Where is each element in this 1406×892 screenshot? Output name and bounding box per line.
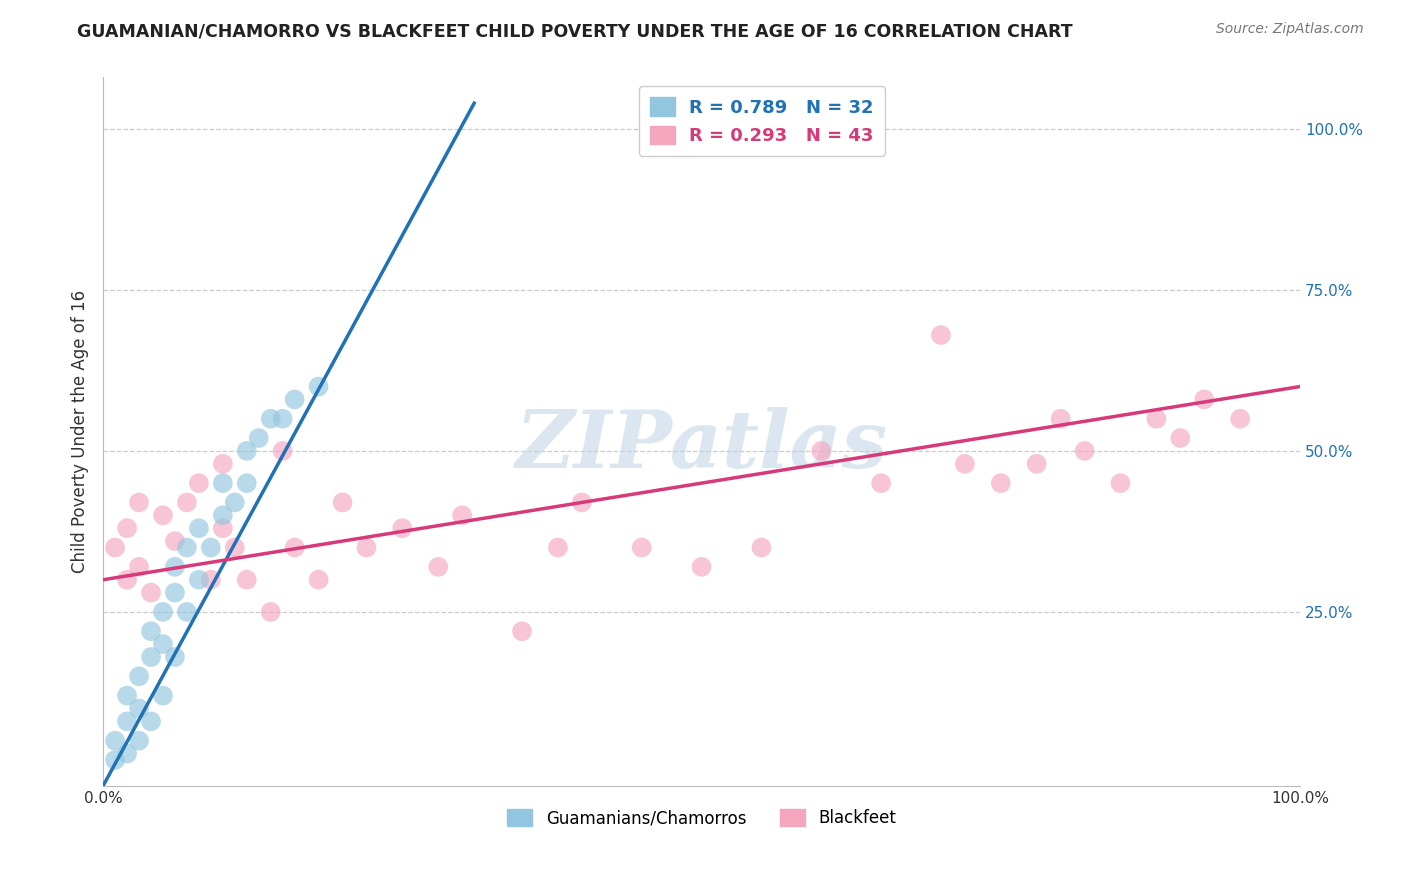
Legend: Guamanians/Chamorros, Blackfeet: Guamanians/Chamorros, Blackfeet	[501, 803, 903, 834]
Point	[152, 605, 174, 619]
Point	[139, 650, 162, 665]
Point	[115, 689, 138, 703]
Point	[332, 495, 354, 509]
Point	[630, 541, 652, 555]
Point	[751, 541, 773, 555]
Point	[211, 521, 233, 535]
Point	[152, 637, 174, 651]
Point	[929, 328, 952, 343]
Point	[953, 457, 976, 471]
Point	[152, 508, 174, 523]
Point	[139, 585, 162, 599]
Point	[810, 444, 832, 458]
Point	[547, 541, 569, 555]
Point	[163, 534, 186, 549]
Point	[284, 541, 307, 555]
Point	[356, 541, 378, 555]
Point	[236, 444, 259, 458]
Point	[200, 573, 222, 587]
Point	[187, 521, 209, 535]
Text: ZIPatlas: ZIPatlas	[516, 407, 887, 484]
Point	[308, 379, 330, 393]
Point	[115, 573, 138, 587]
Point	[163, 585, 186, 599]
Point	[139, 624, 162, 639]
Point	[271, 444, 294, 458]
Point	[1168, 431, 1191, 445]
Point	[451, 508, 474, 523]
Point	[236, 476, 259, 491]
Point	[176, 495, 198, 509]
Point	[104, 753, 127, 767]
Point	[427, 559, 450, 574]
Point	[128, 701, 150, 715]
Point	[1229, 411, 1251, 425]
Point	[152, 689, 174, 703]
Point	[990, 476, 1012, 491]
Point	[247, 431, 270, 445]
Y-axis label: Child Poverty Under the Age of 16: Child Poverty Under the Age of 16	[72, 290, 89, 574]
Point	[1109, 476, 1132, 491]
Point	[870, 476, 893, 491]
Text: GUAMANIAN/CHAMORRO VS BLACKFEET CHILD POVERTY UNDER THE AGE OF 16 CORRELATION CH: GUAMANIAN/CHAMORRO VS BLACKFEET CHILD PO…	[77, 22, 1073, 40]
Point	[1194, 392, 1216, 407]
Point	[224, 541, 246, 555]
Point	[163, 559, 186, 574]
Point	[200, 541, 222, 555]
Text: Source: ZipAtlas.com: Source: ZipAtlas.com	[1216, 22, 1364, 37]
Point	[115, 714, 138, 729]
Point	[1073, 444, 1095, 458]
Point	[211, 508, 233, 523]
Point	[1049, 411, 1071, 425]
Point	[211, 457, 233, 471]
Point	[260, 411, 283, 425]
Point	[510, 624, 533, 639]
Point	[1144, 411, 1167, 425]
Point	[128, 669, 150, 683]
Point	[139, 714, 162, 729]
Point	[187, 476, 209, 491]
Point	[128, 495, 150, 509]
Point	[128, 733, 150, 747]
Point	[176, 541, 198, 555]
Point	[308, 573, 330, 587]
Point	[260, 605, 283, 619]
Point	[176, 605, 198, 619]
Point	[104, 733, 127, 747]
Point	[391, 521, 413, 535]
Point	[187, 573, 209, 587]
Point	[1025, 457, 1047, 471]
Point	[690, 559, 713, 574]
Point	[271, 411, 294, 425]
Point	[236, 573, 259, 587]
Point	[104, 541, 127, 555]
Point	[284, 392, 307, 407]
Point	[571, 495, 593, 509]
Point	[211, 476, 233, 491]
Point	[128, 559, 150, 574]
Point	[115, 521, 138, 535]
Point	[224, 495, 246, 509]
Point	[115, 747, 138, 761]
Point	[163, 650, 186, 665]
